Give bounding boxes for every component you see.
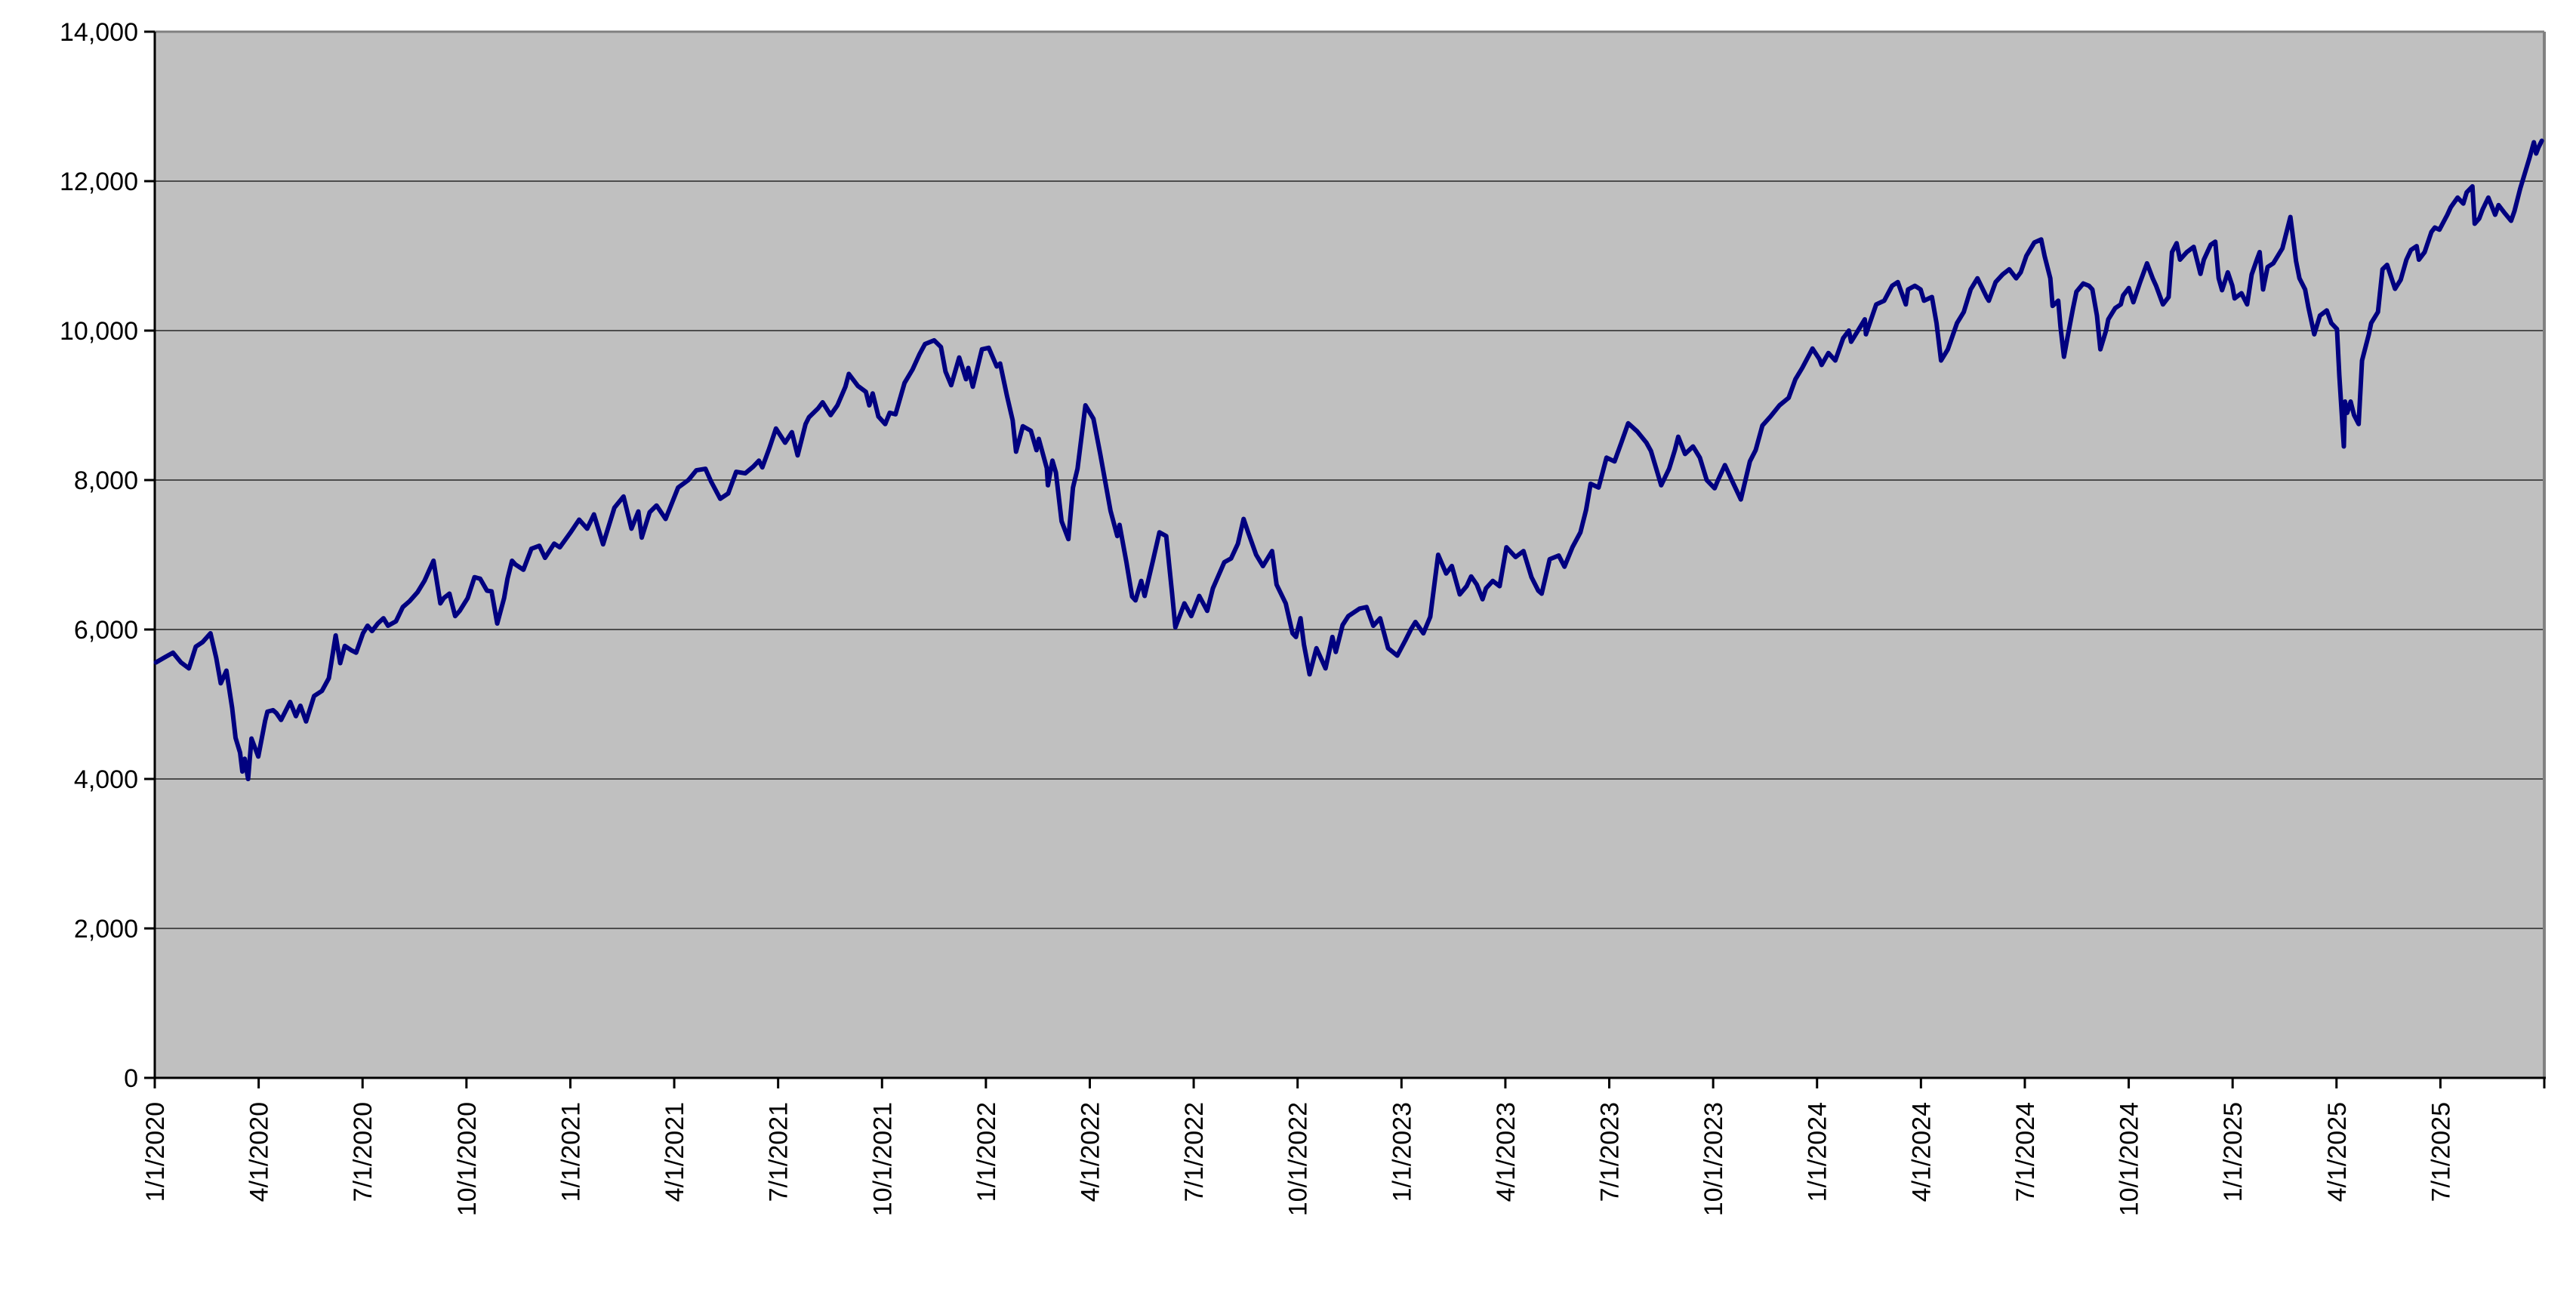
x-axis-tick-label: 1/1/2024	[1804, 1102, 1832, 1202]
y-axis-tick-label: 8,000	[74, 466, 138, 495]
x-axis-tick-label: 4/1/2025	[2323, 1102, 2352, 1202]
x-axis-tick-label: 10/1/2024	[2115, 1102, 2144, 1216]
x-axis-tick-label: 1/1/2022	[972, 1102, 1001, 1202]
y-axis-tick-label: 12,000	[60, 168, 138, 196]
x-axis-tick-label: 10/1/2022	[1284, 1102, 1313, 1216]
x-axis-tick-label: 7/1/2022	[1180, 1102, 1209, 1202]
x-axis-tick-label: 1/1/2021	[556, 1102, 585, 1202]
x-axis-tick-label: 4/1/2021	[661, 1102, 689, 1202]
y-axis-tick-label: 14,000	[60, 18, 138, 47]
y-axis-tick-label: 10,000	[60, 317, 138, 346]
x-axis-tick-label: 1/1/2020	[141, 1102, 170, 1202]
x-axis-tick-label: 7/1/2023	[1596, 1102, 1625, 1202]
x-axis-tick-label: 7/1/2021	[765, 1102, 793, 1202]
x-axis-tick-label: 4/1/2022	[1076, 1102, 1105, 1202]
data-line	[153, 138, 2544, 781]
x-axis-tick-label: 4/1/2024	[1907, 1102, 1936, 1202]
y-axis-tick-label: 2,000	[74, 915, 138, 944]
x-axis-tick-label: 1/1/2025	[2219, 1102, 2248, 1202]
x-axis-tick-label: 10/1/2021	[868, 1102, 897, 1216]
plot-area	[155, 32, 2544, 1078]
x-axis-tick-label: 7/1/2020	[349, 1102, 377, 1202]
x-axis-tick-label: 7/1/2025	[2427, 1102, 2455, 1202]
x-axis-tick-label: 10/1/2020	[453, 1102, 482, 1216]
y-axis-tick-label: 6,000	[74, 616, 138, 645]
y-axis-tick-label: 4,000	[74, 765, 138, 794]
x-axis-tick-label: 4/1/2020	[245, 1102, 274, 1202]
y-axis-tick-label: 0	[124, 1064, 138, 1093]
x-axis-tick-label: 4/1/2023	[1492, 1102, 1521, 1202]
x-axis-tick-label: 7/1/2024	[2011, 1102, 2040, 1202]
x-axis-tick-label: 10/1/2023	[1699, 1102, 1728, 1216]
x-axis-tick-label: 1/1/2023	[1388, 1102, 1416, 1202]
